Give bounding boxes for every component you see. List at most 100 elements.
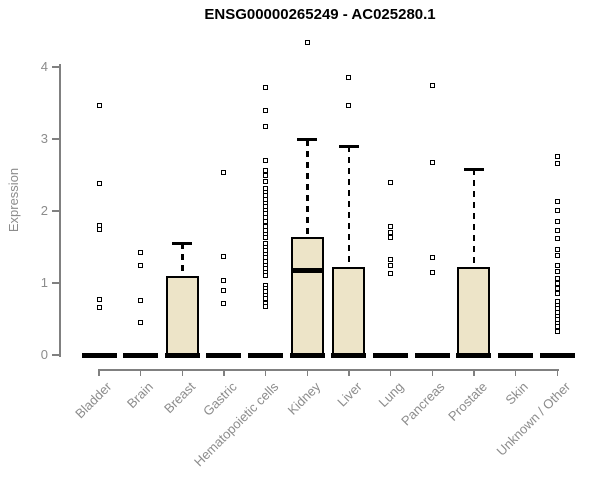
outlier-point xyxy=(263,273,269,279)
y-tick-mark xyxy=(52,210,59,212)
x-tick-mark xyxy=(306,369,309,376)
whisker-cap xyxy=(463,167,484,171)
outlier-point xyxy=(96,227,102,233)
zero-bar xyxy=(331,352,367,358)
outlier-point xyxy=(138,297,144,303)
outlier-point xyxy=(346,103,352,109)
x-tick-label: Kidney xyxy=(284,379,323,418)
outlier-point xyxy=(263,178,269,184)
outlier-point xyxy=(554,328,560,334)
outlier-point xyxy=(263,84,269,90)
box xyxy=(165,275,199,355)
x-tick-mark xyxy=(389,369,392,376)
outlier-point xyxy=(388,224,394,230)
whisker-cap xyxy=(338,144,359,148)
y-tick-label: 4 xyxy=(40,59,48,74)
zero-bar xyxy=(373,352,409,358)
outlier-point xyxy=(554,160,560,166)
outlier-point xyxy=(138,320,144,326)
x-tick-label: Gastric xyxy=(199,379,240,419)
x-tick-label: Skin xyxy=(502,379,532,408)
outlier-point xyxy=(263,108,269,114)
outlier-point xyxy=(388,235,394,241)
zero-bar xyxy=(81,352,117,358)
outlier-point xyxy=(554,219,560,225)
outlier-point xyxy=(96,181,102,187)
outlier-point xyxy=(263,304,269,310)
outlier-point xyxy=(429,159,435,165)
outlier-point xyxy=(554,253,560,259)
zero-bar xyxy=(498,352,534,358)
zero-bar xyxy=(248,352,284,358)
outlier-point xyxy=(96,297,102,303)
whisker-line xyxy=(472,169,476,268)
x-tick-label: Breast xyxy=(160,379,198,417)
box xyxy=(457,267,491,355)
outlier-point xyxy=(554,247,560,253)
outlier-point xyxy=(554,153,560,159)
whisker-line xyxy=(306,139,309,237)
outlier-point xyxy=(554,290,560,296)
x-tick-mark xyxy=(98,369,100,376)
outlier-point xyxy=(263,218,269,224)
whisker-cap xyxy=(297,138,318,142)
y-axis-line xyxy=(59,64,61,357)
whisker-line xyxy=(181,243,184,276)
outlier-point xyxy=(554,199,560,205)
outlier-point xyxy=(263,158,269,164)
outlier-point xyxy=(554,268,560,274)
x-tick-mark xyxy=(556,369,558,376)
whisker-line xyxy=(347,146,351,268)
box xyxy=(290,236,324,355)
x-tick-mark xyxy=(181,369,184,376)
zero-bar xyxy=(164,352,200,358)
outlier-point xyxy=(138,262,144,268)
x-tick-label: Brain xyxy=(124,379,157,412)
x-tick-mark xyxy=(473,369,475,376)
x-tick-label: Bladder xyxy=(72,379,115,422)
y-tick-label: 0 xyxy=(40,347,48,362)
outlier-point xyxy=(221,253,227,259)
outlier-point xyxy=(388,263,394,269)
x-tick-label: Lung xyxy=(375,379,407,411)
outlier-point xyxy=(388,179,394,185)
outlier-point xyxy=(304,40,310,46)
box xyxy=(332,267,366,355)
outlier-point xyxy=(263,123,269,129)
x-tick-mark xyxy=(264,369,267,376)
median-line xyxy=(292,268,322,274)
y-tick-mark xyxy=(52,138,59,140)
outlier-point xyxy=(429,269,435,275)
outlier-point xyxy=(429,254,435,260)
outlier-point xyxy=(221,278,227,284)
outlier-point xyxy=(388,257,394,263)
outlier-point xyxy=(138,250,144,256)
outlier-point xyxy=(263,235,269,241)
y-tick-label: 3 xyxy=(40,131,48,146)
y-tick-mark xyxy=(52,282,59,284)
x-tick-label: Unknown / Other xyxy=(493,379,573,459)
x-tick-mark xyxy=(223,369,225,376)
x-tick-mark xyxy=(431,369,434,376)
x-axis-line xyxy=(99,369,559,371)
y-tick-label: 1 xyxy=(40,275,48,290)
outlier-point xyxy=(221,301,227,307)
y-tick-mark xyxy=(52,354,59,356)
zero-bar xyxy=(206,352,242,358)
zero-bar xyxy=(539,352,575,358)
outlier-point xyxy=(221,170,227,176)
x-tick-label: Prostate xyxy=(444,379,490,424)
x-tick-mark xyxy=(348,369,350,376)
x-tick-mark xyxy=(139,369,142,376)
outlier-point xyxy=(96,304,102,310)
outlier-point xyxy=(429,82,435,88)
outlier-point xyxy=(554,207,560,213)
y-tick-label: 2 xyxy=(40,203,48,218)
zero-bar xyxy=(289,352,325,358)
outlier-point xyxy=(388,271,394,277)
y-tick-mark xyxy=(52,66,59,68)
zero-bar xyxy=(414,352,450,358)
x-tick-mark xyxy=(514,369,517,376)
